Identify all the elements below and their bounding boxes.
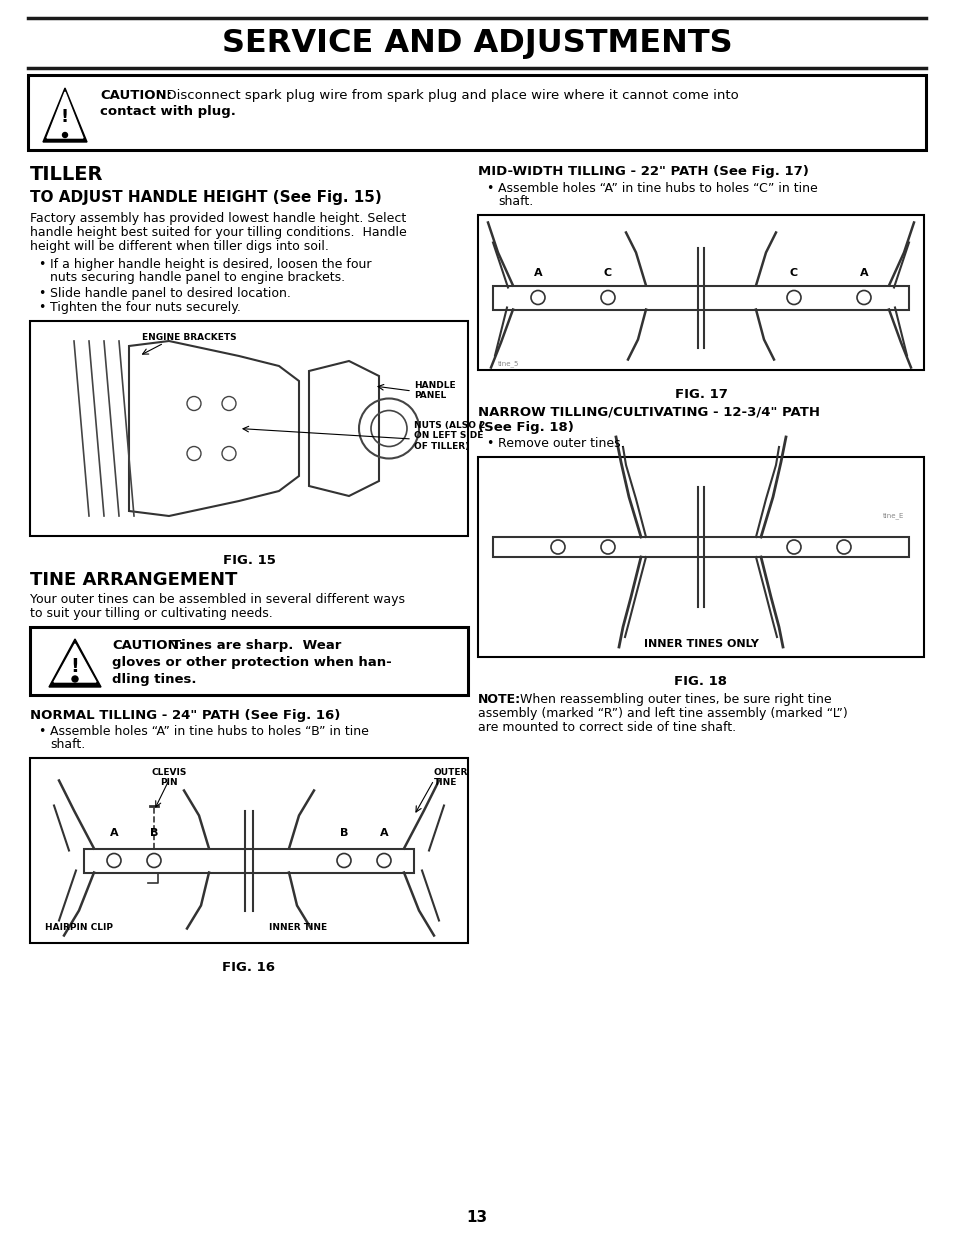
Text: tine_5: tine_5	[497, 359, 518, 367]
Text: Assemble holes “A” in tine hubs to holes “B” in tine: Assemble holes “A” in tine hubs to holes…	[50, 725, 369, 739]
Text: B: B	[339, 829, 348, 839]
Bar	[493, 537, 908, 557]
Text: A: A	[379, 829, 388, 839]
Bar	[84, 848, 414, 872]
Text: !: !	[61, 107, 69, 126]
Text: Slide handle panel to desired location.: Slide handle panel to desired location.	[50, 287, 291, 300]
Text: 13: 13	[466, 1210, 487, 1225]
Text: handle height best suited for your tilling conditions.  Handle: handle height best suited for your tilli…	[30, 226, 406, 240]
Text: B: B	[150, 829, 158, 839]
Circle shape	[63, 132, 68, 137]
Text: When reassembling outer tines, be sure right tine: When reassembling outer tines, be sure r…	[512, 693, 831, 706]
FancyBboxPatch shape	[477, 215, 923, 370]
Text: Tines are sharp.  Wear: Tines are sharp. Wear	[172, 638, 341, 652]
Text: •: •	[38, 301, 46, 314]
FancyBboxPatch shape	[28, 75, 925, 149]
Text: Factory assembly has provided lowest handle height. Select: Factory assembly has provided lowest han…	[30, 212, 406, 225]
FancyBboxPatch shape	[477, 457, 923, 657]
Text: tine_E: tine_E	[882, 513, 903, 519]
Text: shaft.: shaft.	[497, 195, 533, 207]
Text: assembly (marked “R”) and left tine assembly (marked “L”): assembly (marked “R”) and left tine asse…	[477, 706, 847, 720]
Text: •: •	[38, 287, 46, 300]
Text: are mounted to correct side of tine shaft.: are mounted to correct side of tine shaf…	[477, 721, 736, 734]
Text: •: •	[38, 258, 46, 270]
Text: gloves or other protection when han-: gloves or other protection when han-	[112, 656, 392, 669]
Text: A: A	[533, 268, 541, 278]
Text: contact with plug.: contact with plug.	[100, 105, 235, 119]
Text: CAUTION:: CAUTION:	[112, 638, 184, 652]
Bar	[493, 285, 908, 310]
FancyBboxPatch shape	[30, 321, 468, 536]
Text: FIG. 17: FIG. 17	[674, 388, 727, 401]
Text: NUTS (ALSO 2
ON LEFT SIDE
OF TILLER): NUTS (ALSO 2 ON LEFT SIDE OF TILLER)	[414, 421, 485, 451]
Text: FIG. 18: FIG. 18	[674, 676, 727, 688]
Text: C: C	[603, 268, 612, 278]
Text: NOTE:: NOTE:	[477, 693, 520, 706]
Text: NORMAL TILLING - 24" PATH (See Fig. 16): NORMAL TILLING - 24" PATH (See Fig. 16)	[30, 709, 340, 722]
Text: A: A	[110, 829, 118, 839]
FancyBboxPatch shape	[30, 758, 468, 944]
Text: FIG. 16: FIG. 16	[222, 961, 275, 974]
Text: Remove outer tines.: Remove outer tines.	[497, 437, 624, 450]
Text: Tighten the four nuts securely.: Tighten the four nuts securely.	[50, 301, 240, 314]
Text: TINE ARRANGEMENT: TINE ARRANGEMENT	[30, 571, 237, 589]
Text: TILLER: TILLER	[30, 165, 103, 184]
Polygon shape	[54, 643, 96, 682]
Text: ENGINE BRACKETS: ENGINE BRACKETS	[142, 333, 236, 342]
Polygon shape	[47, 91, 83, 138]
Text: (See Fig. 18): (See Fig. 18)	[477, 421, 574, 433]
Text: height will be different when tiller digs into soil.: height will be different when tiller dig…	[30, 240, 329, 253]
Text: •: •	[38, 725, 46, 739]
Text: dling tines.: dling tines.	[112, 673, 196, 685]
Text: INNER TINES ONLY: INNER TINES ONLY	[643, 638, 758, 650]
Text: nuts securing handle panel to engine brackets.: nuts securing handle panel to engine bra…	[50, 270, 345, 284]
Text: CAUTION:: CAUTION:	[100, 89, 172, 103]
Text: MID-WIDTH TILLING - 22" PATH (See Fig. 17): MID-WIDTH TILLING - 22" PATH (See Fig. 1…	[477, 165, 808, 178]
Text: FIG. 15: FIG. 15	[222, 555, 275, 567]
Text: NARROW TILLING/CULTIVATING - 12-3/4" PATH: NARROW TILLING/CULTIVATING - 12-3/4" PAT…	[477, 405, 820, 417]
Text: C: C	[789, 268, 798, 278]
Text: to suit your tilling or cultivating needs.: to suit your tilling or cultivating need…	[30, 606, 273, 620]
Text: CLEVIS
PIN: CLEVIS PIN	[152, 768, 187, 788]
Text: HAIRPIN CLIP: HAIRPIN CLIP	[45, 923, 112, 932]
Text: •: •	[486, 437, 493, 450]
Text: If a higher handle height is desired, loosen the four: If a higher handle height is desired, lo…	[50, 258, 371, 270]
Polygon shape	[49, 638, 101, 687]
Text: TO ADJUST HANDLE HEIGHT (See Fig. 15): TO ADJUST HANDLE HEIGHT (See Fig. 15)	[30, 190, 381, 205]
FancyBboxPatch shape	[30, 627, 468, 695]
Text: INNER TINE: INNER TINE	[269, 923, 327, 932]
Text: OUTER
TINE: OUTER TINE	[434, 768, 468, 788]
Text: HANDLE
PANEL: HANDLE PANEL	[414, 382, 456, 400]
Text: Disconnect spark plug wire from spark plug and place wire where it cannot come i: Disconnect spark plug wire from spark pl…	[158, 89, 738, 103]
Polygon shape	[43, 88, 87, 142]
Text: shaft.: shaft.	[50, 739, 85, 751]
Text: Assemble holes “A” in tine hubs to holes “C” in tine: Assemble holes “A” in tine hubs to holes…	[497, 182, 817, 195]
Text: Your outer tines can be assembled in several different ways: Your outer tines can be assembled in sev…	[30, 593, 405, 606]
Text: SERVICE AND ADJUSTMENTS: SERVICE AND ADJUSTMENTS	[221, 27, 732, 58]
Circle shape	[71, 676, 78, 682]
Text: A: A	[859, 268, 867, 278]
Text: •: •	[486, 182, 493, 195]
Text: !: !	[71, 657, 79, 676]
